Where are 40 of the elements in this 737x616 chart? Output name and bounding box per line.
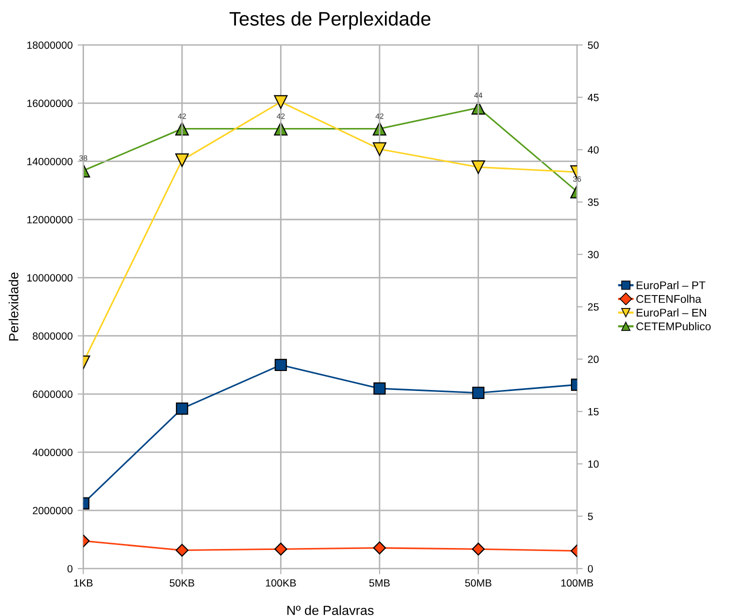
y2-tick-label: 5 — [588, 512, 593, 520]
y2-tick-label: 20 — [588, 356, 599, 364]
y-tick-label: 0 — [67, 565, 72, 572]
y2-tick-label: 35 — [588, 198, 599, 206]
point — [274, 358, 287, 372]
legend-label: CETENFolha — [636, 294, 702, 303]
y-tick-label: 2000000 — [32, 506, 72, 514]
y-tick-label: 14000000 — [27, 158, 72, 166]
point — [274, 95, 288, 109]
y-tick-label: 10000000 — [27, 274, 72, 282]
point — [373, 541, 386, 554]
x-tick-label: 50MB — [465, 579, 492, 587]
y2-tick-label: 25 — [588, 303, 599, 311]
y2-tick-label: 40 — [588, 146, 599, 154]
legend-label: CETEMPublico — [636, 322, 711, 330]
y-tick-label: 8000000 — [32, 332, 72, 340]
y2-tick-label: 45 — [588, 94, 599, 102]
y-tick-label: 4000000 — [32, 448, 72, 456]
x-tick-label: 5MB — [369, 579, 390, 587]
y-tick-label: 6000000 — [32, 390, 72, 398]
y-tick-label: 16000000 — [27, 100, 72, 108]
x-tick-label: 1KB — [74, 579, 93, 587]
x-axis-title: Nº de Palavras — [287, 605, 374, 616]
x-tick-label: 100MB — [561, 579, 594, 587]
point — [372, 142, 386, 156]
y-tick-label: 18000000 — [27, 41, 72, 49]
y2-tick-label: 15 — [588, 408, 599, 416]
x-tick-label: 100KB — [266, 579, 296, 587]
y-tick-label: 12000000 — [27, 216, 72, 224]
point — [274, 542, 288, 556]
point — [373, 382, 386, 395]
legend-label: EuroParl – EN — [636, 308, 706, 317]
y2-tick-label: 50 — [588, 41, 599, 49]
x-tick-label: 50KB — [170, 579, 194, 587]
y2-tick-label: 0 — [588, 565, 593, 572]
y2-tick-label: 30 — [588, 250, 599, 258]
legend-label: EuroParl – PT — [636, 281, 706, 290]
chart-title: Testes de Perplexidade — [230, 11, 430, 30]
y2-tick-label: 10 — [588, 460, 599, 468]
y-axis-title: Perlexidade — [8, 272, 18, 341]
